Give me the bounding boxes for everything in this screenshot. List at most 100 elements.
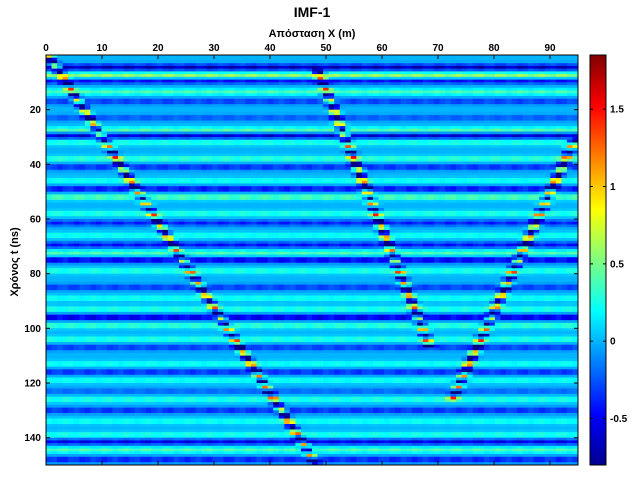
heatmap-cell xyxy=(461,74,468,78)
heatmap-cell xyxy=(378,175,385,179)
heatmap-cell xyxy=(428,180,435,185)
heatmap-cell xyxy=(561,139,568,144)
heatmap-cell xyxy=(334,109,341,113)
heatmap-cell xyxy=(134,98,141,103)
heatmap-cell xyxy=(533,137,540,141)
heatmap-cell xyxy=(367,145,374,149)
heatmap-cell xyxy=(223,142,230,146)
heatmap-cell xyxy=(445,186,452,190)
heatmap-cell xyxy=(145,93,152,97)
heatmap-cell xyxy=(317,112,324,116)
heatmap-cell xyxy=(134,142,141,146)
heatmap-cell xyxy=(245,175,252,179)
heatmap-cell xyxy=(118,109,125,113)
heatmap-cell xyxy=(90,117,97,122)
heatmap-cell xyxy=(190,128,197,133)
heatmap-cell xyxy=(57,164,64,168)
heatmap-cell xyxy=(112,191,119,195)
heatmap-cell xyxy=(517,167,524,171)
heatmap-cell xyxy=(428,104,435,108)
heatmap-cell xyxy=(361,145,369,149)
heatmap-cell xyxy=(544,63,551,67)
heatmap-cell xyxy=(561,167,568,171)
heatmap-cell xyxy=(478,126,485,130)
heatmap-cell xyxy=(550,104,557,108)
heatmap-cell xyxy=(106,188,114,193)
heatmap-cell xyxy=(95,109,103,113)
heatmap-cell xyxy=(533,101,540,105)
heatmap-cell xyxy=(84,104,91,108)
heatmap-cell xyxy=(472,164,479,168)
heatmap-cell xyxy=(73,175,80,179)
heatmap-cell xyxy=(223,117,230,122)
heatmap-cell xyxy=(528,79,535,83)
heatmap-cell xyxy=(95,120,103,124)
heatmap-cell xyxy=(339,117,346,122)
heatmap-cell xyxy=(73,158,80,163)
heatmap-cell xyxy=(550,93,557,97)
heatmap-cell xyxy=(445,63,452,67)
heatmap-cell xyxy=(411,142,418,146)
heatmap-cell xyxy=(179,145,186,149)
heatmap-cell xyxy=(57,188,64,193)
heatmap-cell xyxy=(151,76,158,81)
heatmap-cell xyxy=(46,96,53,100)
heatmap-cell xyxy=(156,150,163,154)
heatmap-cell xyxy=(151,175,158,179)
heatmap-cell xyxy=(300,76,308,81)
heatmap-cell xyxy=(123,158,130,163)
heatmap-cell xyxy=(284,115,291,119)
heatmap-cell xyxy=(461,191,468,195)
heatmap-cell xyxy=(433,82,441,86)
heatmap-cell xyxy=(439,139,446,144)
heatmap-cell xyxy=(561,126,568,130)
heatmap-cell xyxy=(262,60,269,64)
heatmap-cell xyxy=(151,172,158,176)
heatmap-cell xyxy=(483,137,490,141)
heatmap-cell xyxy=(123,156,130,160)
heatmap-cell xyxy=(300,142,308,146)
heatmap-cell xyxy=(494,180,502,185)
heatmap-cell xyxy=(339,115,346,119)
heatmap-cell xyxy=(539,82,546,86)
heatmap-cell xyxy=(206,98,213,103)
heatmap-cell xyxy=(566,180,574,185)
heatmap-cell xyxy=(500,147,507,152)
heatmap-cell xyxy=(528,120,535,124)
heatmap-cell xyxy=(561,57,568,62)
heatmap-cell xyxy=(328,55,335,59)
heatmap-cell xyxy=(234,158,241,163)
heatmap-cell xyxy=(68,76,75,81)
heatmap-cell xyxy=(517,68,524,72)
heatmap-cell xyxy=(328,139,335,144)
heatmap-cell xyxy=(306,101,313,105)
heatmap-cell xyxy=(267,115,274,119)
heatmap-cell xyxy=(278,109,285,113)
heatmap-cell xyxy=(46,134,53,138)
heatmap-cell xyxy=(206,96,213,100)
heatmap-cell xyxy=(328,57,335,62)
heatmap-cell xyxy=(306,183,313,187)
heatmap-cell xyxy=(62,175,69,179)
heatmap-cell xyxy=(367,191,374,195)
heatmap-cell xyxy=(456,79,463,83)
heatmap-cell xyxy=(350,101,357,105)
heatmap-cell xyxy=(317,128,324,133)
heatmap-cell xyxy=(461,188,468,193)
heatmap-cell xyxy=(123,186,130,190)
heatmap-cell xyxy=(572,128,578,133)
heatmap-cell xyxy=(550,87,557,92)
heatmap-cell xyxy=(278,87,285,92)
heatmap-cell xyxy=(328,161,335,165)
heatmap-cell xyxy=(145,183,152,187)
heatmap-cell xyxy=(223,169,230,174)
heatmap-cell xyxy=(450,150,457,154)
heatmap-cell xyxy=(195,186,202,190)
heatmap-cell xyxy=(489,131,496,135)
heatmap-cell xyxy=(517,191,524,195)
heatmap-cell xyxy=(555,175,562,179)
heatmap-cell xyxy=(234,109,241,113)
heatmap-cell xyxy=(251,172,258,176)
heatmap-cell xyxy=(106,175,114,179)
heatmap-cell xyxy=(450,79,457,83)
